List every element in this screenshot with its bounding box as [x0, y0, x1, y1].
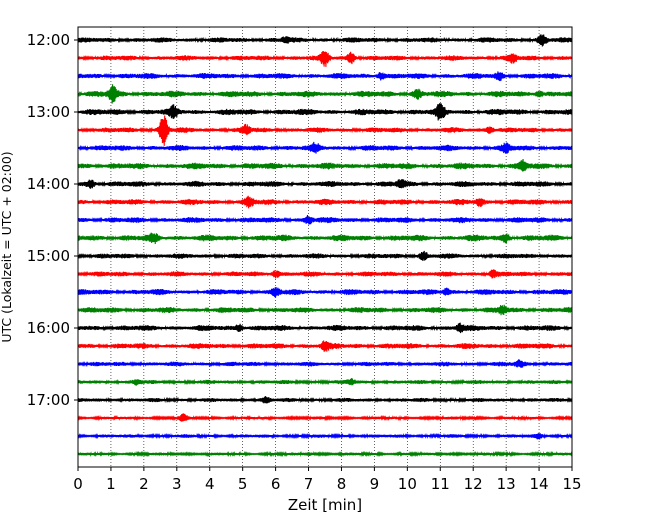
x-tick-label: 14: [530, 475, 549, 493]
trace-line: [77, 269, 573, 279]
trace-line: [77, 115, 573, 146]
x-tick-label: 8: [337, 475, 347, 493]
x-tick-label: 4: [205, 475, 215, 493]
y-tick-label: 13:00: [27, 103, 70, 121]
trace-group: [77, 34, 573, 458]
trace-line: [77, 179, 573, 189]
x-tick-label: 11: [431, 475, 450, 493]
trace-line: [77, 322, 573, 334]
y-tick-label: 17:00: [27, 391, 70, 409]
x-tick-label: 10: [398, 475, 417, 493]
x-axis-label: Zeit [min]: [288, 496, 362, 514]
y-tick-label: 15:00: [27, 247, 70, 265]
x-axis: 0 1 2 3 4 5 6 7 8 9 10 11 12 13 14 15: [73, 467, 582, 493]
x-tick-label: 0: [73, 475, 83, 493]
trace-line: [77, 413, 573, 422]
trace-line: [77, 103, 573, 121]
x-tick-label: 7: [304, 475, 314, 493]
trace-line: [77, 359, 573, 368]
trace-line: [77, 340, 573, 352]
y-axis: 12:00 13:00 14:00 15:00 16:00 17:00: [27, 31, 78, 409]
x-tick-label: 15: [562, 475, 581, 493]
trace-line: [77, 396, 573, 404]
x-tick-label: 3: [172, 475, 182, 493]
trace-line: [77, 51, 573, 67]
y-tick-label: 14:00: [27, 175, 70, 193]
x-tick-label: 9: [370, 475, 380, 493]
x-tick-label: 13: [497, 475, 516, 493]
x-tick-label: 6: [271, 475, 281, 493]
x-tick-label: 1: [106, 475, 116, 493]
trace-line: [77, 84, 573, 104]
plot-background: [78, 27, 572, 467]
trace-line: [77, 158, 573, 172]
trace-line: [77, 195, 573, 209]
trace-line: [77, 450, 573, 458]
trace-line: [77, 250, 573, 261]
y-axis-label: UTC (Lokalzeit = UTC + 02:00): [0, 151, 14, 342]
x-tick-label: 12: [464, 475, 483, 493]
x-tick-label: 5: [238, 475, 248, 493]
trace-line: [77, 71, 573, 82]
trace-line: [77, 287, 573, 298]
trace-line: [77, 141, 573, 154]
trace-line: [77, 432, 573, 440]
trace-line: [77, 34, 573, 47]
plot-frame: [77, 26, 573, 468]
trace-line: [77, 232, 573, 244]
x-tick-label: 2: [139, 475, 149, 493]
y-tick-label: 12:00: [27, 31, 70, 49]
trace-line: [77, 378, 573, 386]
y-tick-label: 16:00: [27, 319, 70, 337]
trace-line: [77, 304, 573, 316]
trace-line: [77, 215, 573, 225]
